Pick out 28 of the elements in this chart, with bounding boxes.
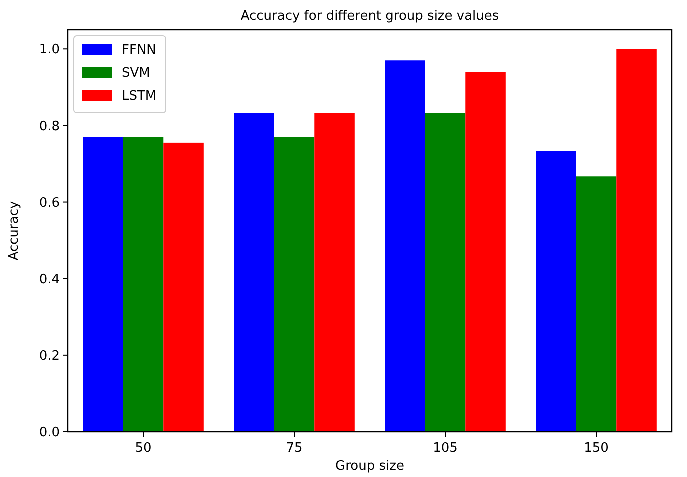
y-axis-title: Accuracy	[7, 201, 22, 261]
y-tick-label: 0.4	[39, 272, 60, 288]
x-tick-label: 50	[135, 441, 152, 456]
chart-title: Accuracy for different group size values	[240, 9, 500, 24]
y-tick-label: 0.8	[39, 119, 60, 134]
bar	[274, 137, 315, 432]
bar	[576, 176, 617, 432]
legend-label: FFNN	[122, 43, 156, 58]
bar	[314, 113, 355, 432]
bar	[536, 151, 576, 432]
y-tick-label: 1.0	[39, 42, 60, 58]
y-tick-label: 0.6	[39, 196, 60, 211]
bar	[616, 49, 657, 432]
bar	[425, 113, 466, 432]
bar	[83, 137, 124, 432]
x-tick-label: 105	[433, 441, 458, 456]
legend-label: LSTM	[122, 89, 157, 104]
bar	[123, 137, 164, 432]
legend-label: SVM	[122, 66, 150, 81]
x-axis-title: Group size	[336, 459, 404, 474]
y-tick-label: 0.2	[39, 348, 60, 364]
x-tick-label: 150	[584, 441, 609, 456]
bar	[466, 72, 506, 432]
bar	[164, 142, 204, 432]
x-tick-label: 75	[286, 441, 303, 456]
bar	[385, 60, 426, 432]
y-tick-label: 0.0	[39, 426, 60, 441]
bar	[234, 113, 274, 432]
